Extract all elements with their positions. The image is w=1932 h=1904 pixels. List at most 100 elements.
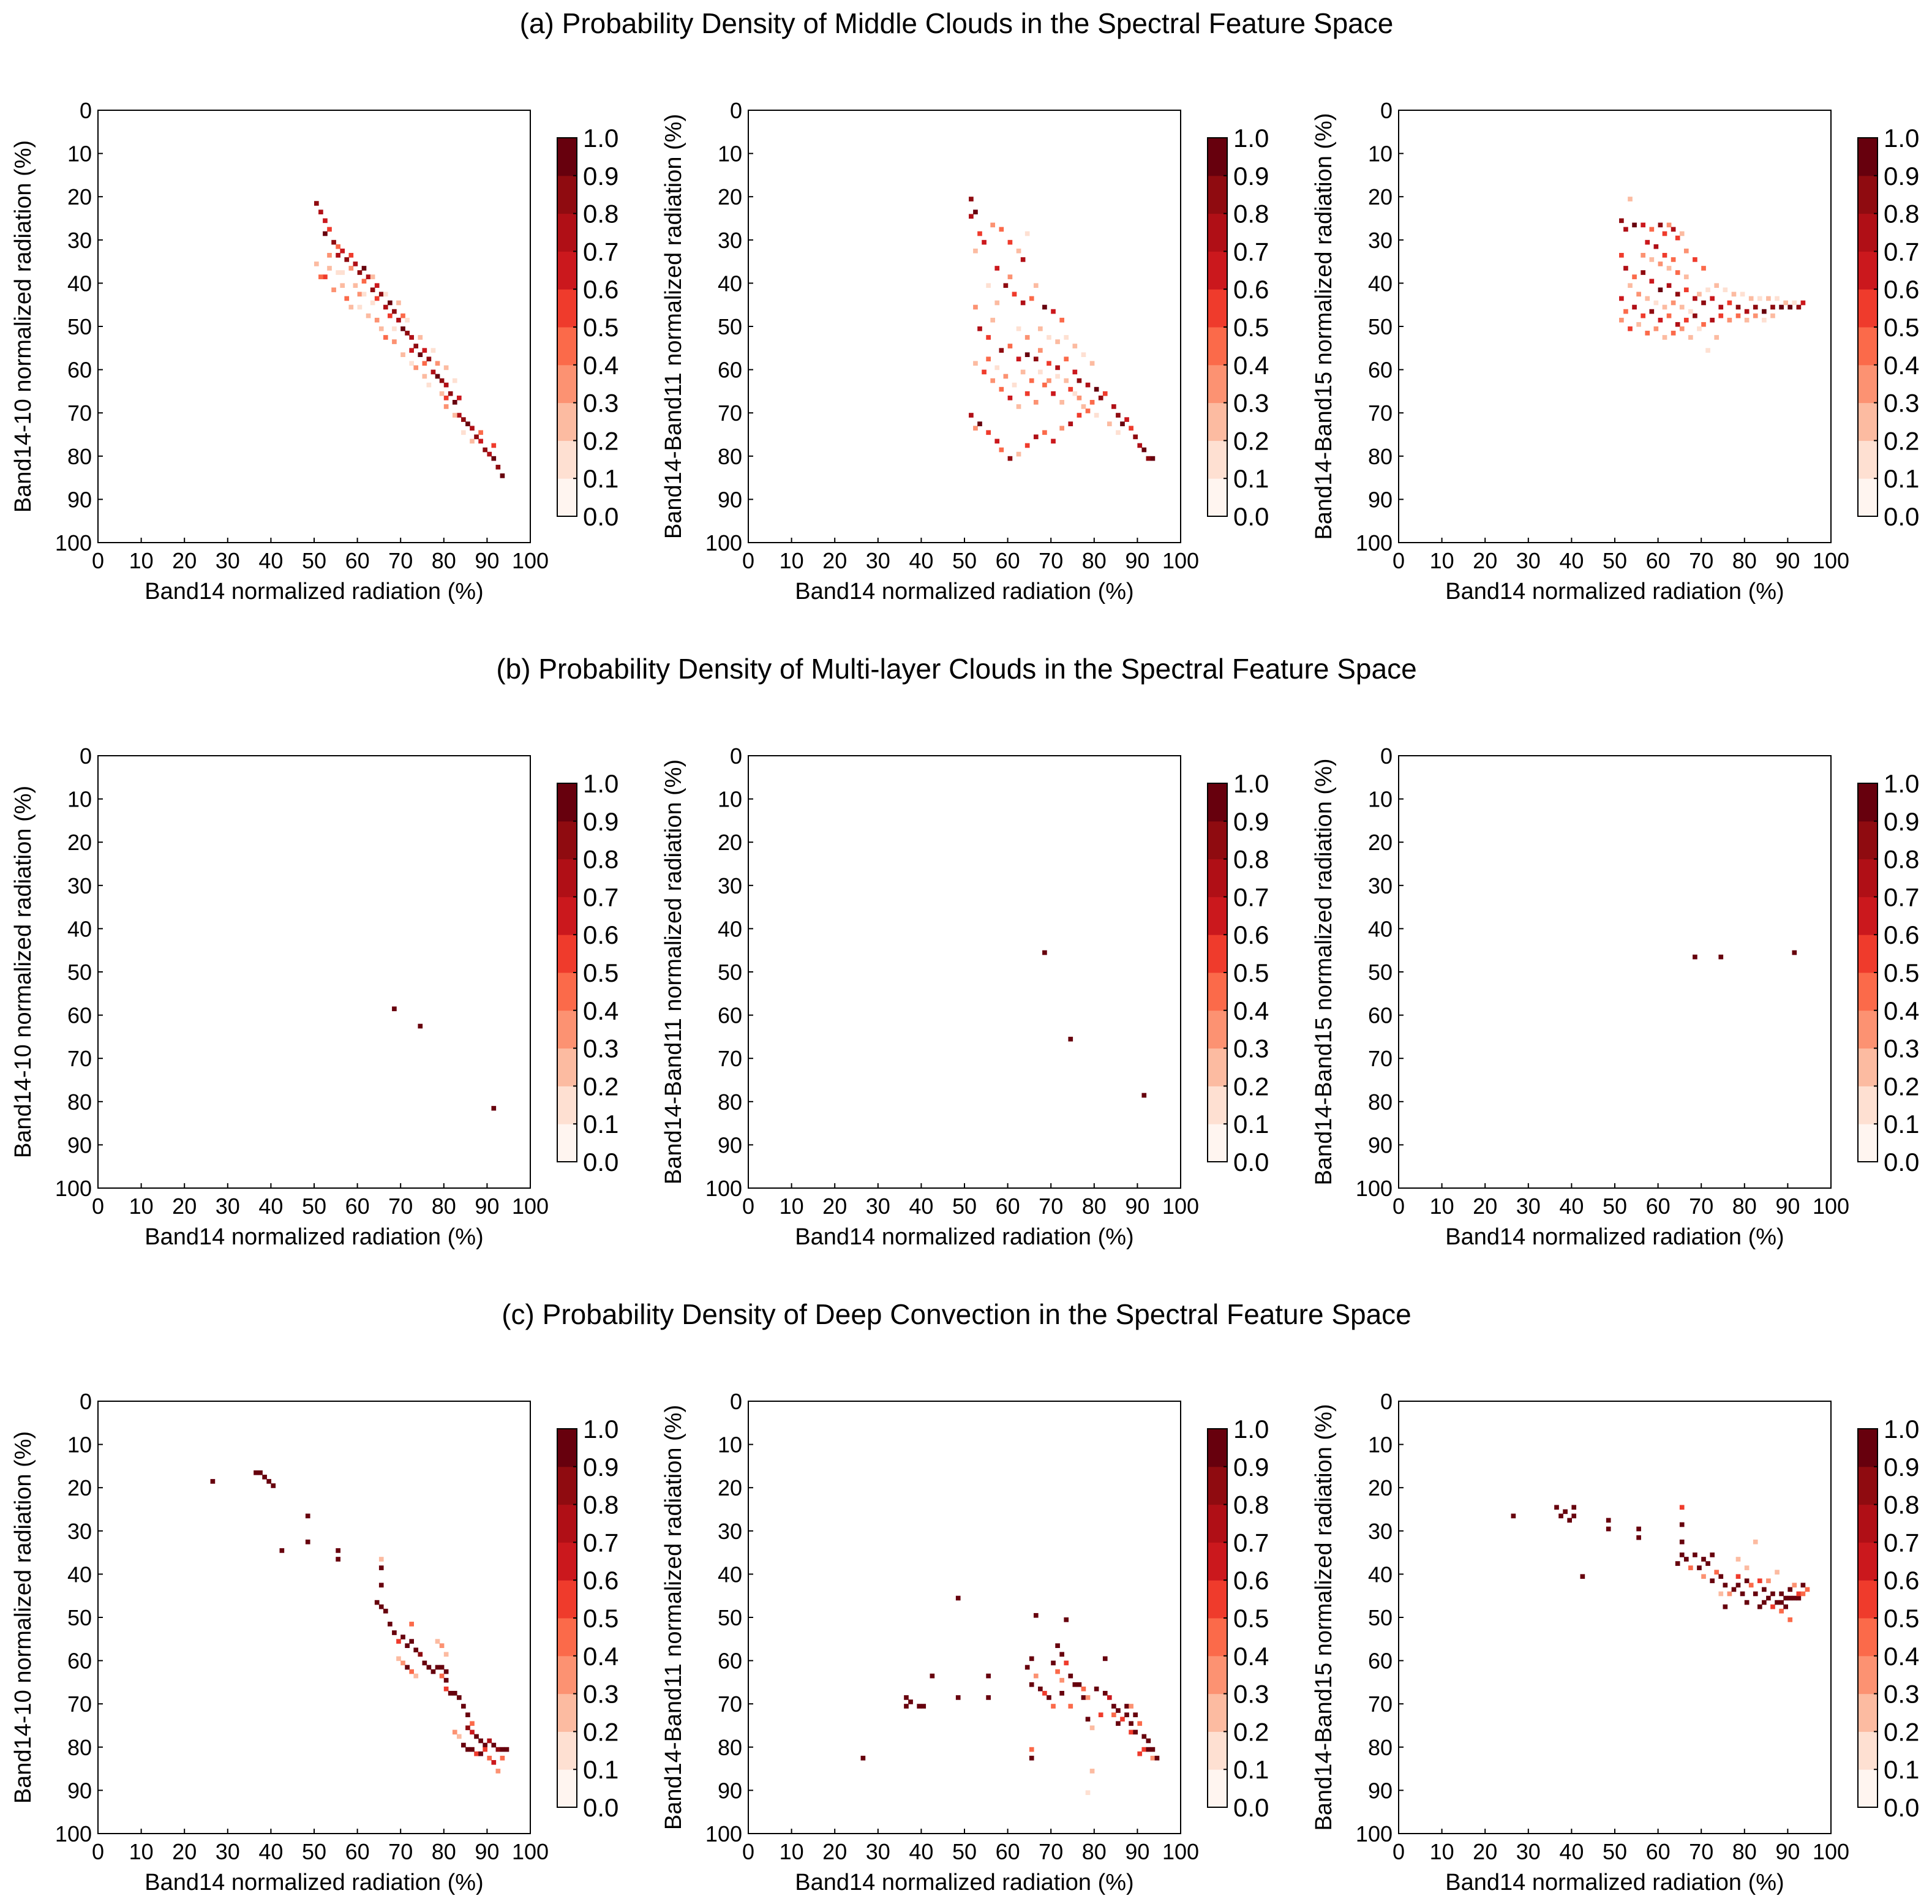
colorbar-tick-label: 0.8 xyxy=(1884,200,1919,228)
heatmap-cell xyxy=(1102,1656,1108,1661)
heatmap-cell xyxy=(305,1539,310,1545)
colorbar-tick-label: 0.7 xyxy=(1884,882,1919,911)
heatmap-cell xyxy=(1571,1513,1577,1519)
heatmap-cell xyxy=(1671,300,1676,306)
x-tick-label: 100 xyxy=(512,1839,549,1864)
heatmap-cell xyxy=(378,1565,384,1570)
heatmap-cell xyxy=(1710,317,1715,323)
heatmap-cell xyxy=(973,361,978,366)
heatmap-cell xyxy=(1753,1539,1758,1545)
y-tick-label: 50 xyxy=(67,1605,92,1630)
heatmap-cell xyxy=(1116,1721,1121,1726)
heatmap-cell xyxy=(1064,1617,1069,1622)
heatmap-cell xyxy=(487,451,492,457)
colorbar-segment xyxy=(1858,821,1877,860)
x-tick-label: 0 xyxy=(1393,1839,1405,1864)
y-tick-label: 90 xyxy=(1368,1778,1393,1803)
x-tick-label: 80 xyxy=(1732,1194,1757,1219)
x-tick-label: 100 xyxy=(1813,1839,1849,1864)
heatmap-cell xyxy=(483,447,487,453)
y-tick-label: 30 xyxy=(718,228,742,253)
colorbar-segment xyxy=(1858,1693,1877,1732)
heatmap-cell xyxy=(1671,257,1676,262)
colorbar-segment xyxy=(1208,1429,1227,1467)
heatmap-cell xyxy=(348,252,354,258)
heatmap-cell xyxy=(1085,382,1091,388)
heatmap-cell xyxy=(1723,1582,1728,1588)
heatmap-cell xyxy=(1554,1505,1559,1510)
colorbar-tick-label: 0.5 xyxy=(583,1604,618,1633)
x-tick-label: 80 xyxy=(432,1194,456,1219)
y-tick-label: 70 xyxy=(67,1046,92,1071)
heatmap-cells xyxy=(1042,950,1147,1098)
x-tick-label: 90 xyxy=(1775,548,1800,573)
x-tick-label: 100 xyxy=(1162,548,1199,573)
colorbar-tick-label: 1.0 xyxy=(1884,1415,1919,1443)
heatmap-cell xyxy=(1770,1604,1775,1609)
x-tick-label: 70 xyxy=(1039,1839,1063,1864)
charts-root: 0 10 20 30 40 50 60 70 80 90 100010203040506070809… xyxy=(10,98,1919,1895)
heatmap-cell xyxy=(495,464,501,470)
heatmap-cell xyxy=(1133,434,1138,440)
x-tick-label: 70 xyxy=(388,1839,413,1864)
heatmap-cell xyxy=(1727,1591,1732,1597)
heatmap-cells xyxy=(1619,197,1806,353)
heatmap-cell xyxy=(1623,266,1628,271)
y-tick-label: 80 xyxy=(1368,1735,1393,1760)
x-tick-label: 30 xyxy=(216,548,240,573)
heatmap-cell xyxy=(452,1729,457,1735)
heatmap-cell xyxy=(271,1483,276,1488)
x-tick-label: 10 xyxy=(780,1194,804,1219)
y-tick-label: 100 xyxy=(1356,530,1393,555)
heatmap-cell xyxy=(1679,304,1685,310)
heatmap-cell xyxy=(392,1630,397,1635)
heatmap-cell xyxy=(452,413,457,418)
heatmap-cell xyxy=(1029,378,1034,383)
plot-frame xyxy=(748,755,1181,1189)
heatmap-cell xyxy=(1016,356,1021,362)
heatmap-cell xyxy=(1033,356,1039,362)
colorbar-segment xyxy=(1858,138,1877,176)
y-axis-label: Band14-10 normalized radiation (%) xyxy=(10,786,36,1158)
y-tick-label: 60 xyxy=(1368,1003,1393,1028)
heatmap-cell xyxy=(392,309,397,314)
heatmap-cell xyxy=(1016,451,1021,457)
heatmap-cell xyxy=(1619,296,1624,301)
x-tick-label: 80 xyxy=(432,1839,456,1864)
heatmap-cell xyxy=(1766,1578,1771,1584)
heatmap-cell xyxy=(470,1729,475,1735)
colorbar-tick-label: 0.2 xyxy=(1884,1717,1919,1746)
heatmap-cell xyxy=(344,296,350,301)
heatmap-cell xyxy=(1141,1747,1147,1752)
heatmap-cell xyxy=(1783,1595,1788,1601)
y-tick-label: 60 xyxy=(67,358,92,383)
y-tick-label: 40 xyxy=(1368,271,1393,296)
heatmap-cell xyxy=(973,304,978,310)
y-tick-label: 70 xyxy=(718,1691,742,1717)
x-tick-label: 100 xyxy=(1813,548,1849,573)
heatmap-cell xyxy=(1619,252,1624,258)
heatmap-cell xyxy=(361,279,367,284)
heatmap-cell xyxy=(1085,1717,1091,1722)
x-tick-label: 70 xyxy=(1689,1839,1713,1864)
y-tick-label: 80 xyxy=(718,1089,742,1115)
y-tick-label: 90 xyxy=(67,1778,92,1803)
x-tick-label: 40 xyxy=(1559,1839,1584,1864)
heatmap-cell xyxy=(999,386,1004,392)
colorbar-tick-label: 1.0 xyxy=(1233,1415,1269,1443)
heatmap-cell xyxy=(1098,395,1103,401)
heatmap-cell xyxy=(409,1622,414,1627)
x-tick-label: 20 xyxy=(1473,1194,1497,1219)
colorbar-tick-label: 0.6 xyxy=(1884,920,1919,949)
x-tick-label: 0 xyxy=(742,1194,754,1219)
heatmap-cell xyxy=(443,395,449,401)
x-tick-label: 90 xyxy=(1125,1839,1149,1864)
x-tick-label: 30 xyxy=(1516,1839,1541,1864)
y-tick-label: 0 xyxy=(1380,98,1393,123)
colorbar-segment xyxy=(557,783,577,822)
x-tick-label: 70 xyxy=(1689,1194,1713,1219)
x-tick-label: 90 xyxy=(475,1194,499,1219)
heatmap-cell xyxy=(491,456,497,461)
heatmap-cell xyxy=(353,283,358,288)
